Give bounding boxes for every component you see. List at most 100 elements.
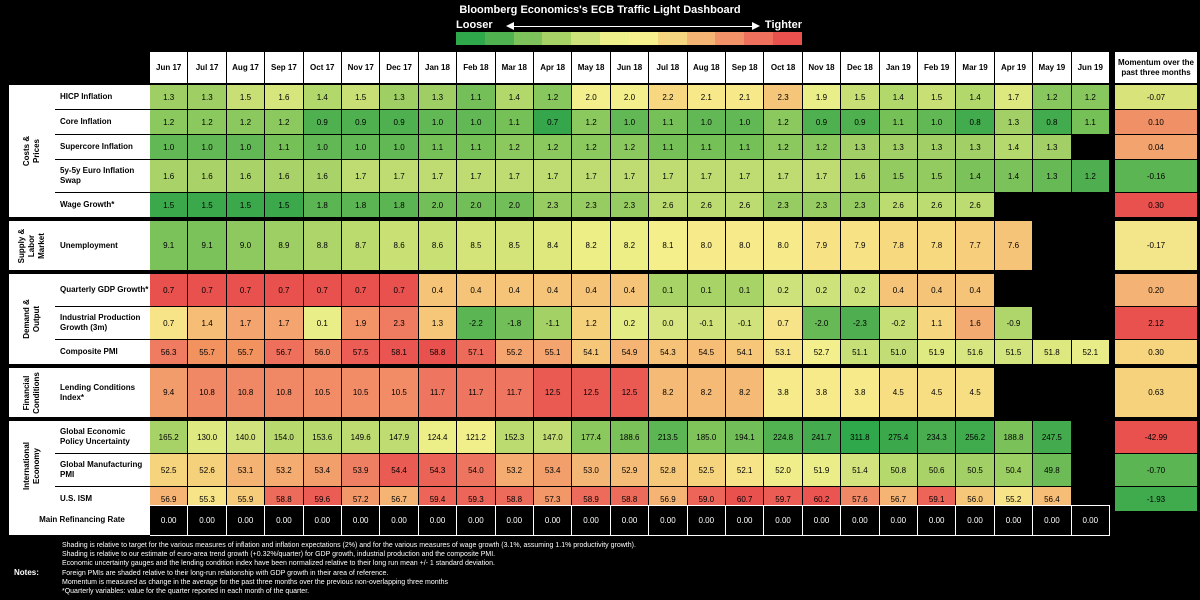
data-cell: -0.1 bbox=[687, 307, 726, 340]
data-cell: 1.5 bbox=[918, 160, 957, 193]
data-cell: 56.0 bbox=[303, 340, 342, 365]
data-cell: 53.1 bbox=[764, 340, 803, 365]
row-label: 5y-5y Euro Inflation Swap bbox=[55, 160, 150, 193]
row-label: Core Inflation bbox=[55, 110, 150, 135]
data-cell: 2.1 bbox=[726, 85, 765, 110]
data-cell: 53.4 bbox=[303, 454, 342, 487]
momentum-cell: 0.30 bbox=[1115, 193, 1197, 218]
data-cell: 8.2 bbox=[572, 221, 611, 271]
column-header: Aug 17 bbox=[226, 52, 266, 83]
data-cell: 0.9 bbox=[841, 110, 880, 135]
momentum-header: Momentum over the past three months bbox=[1115, 52, 1197, 83]
data-cell: 0.4 bbox=[879, 274, 918, 307]
data-cell: 54.1 bbox=[572, 340, 611, 365]
data-cell: 3.8 bbox=[764, 368, 803, 418]
data-cell: 55.7 bbox=[188, 340, 227, 365]
data-cell: 52.6 bbox=[188, 454, 227, 487]
data-cell: 0.7 bbox=[303, 274, 342, 307]
category-label: Supply & Labor Market bbox=[9, 221, 55, 271]
data-cell: 2.3 bbox=[572, 193, 611, 218]
data-cell: 52.9 bbox=[610, 454, 650, 487]
data-cell bbox=[1033, 307, 1072, 340]
data-cell: 10.5 bbox=[303, 368, 342, 418]
legend-swatch bbox=[773, 32, 802, 45]
data-cell: 0.1 bbox=[726, 274, 765, 307]
data-cell: 11.7 bbox=[418, 368, 458, 418]
data-cell: 7.8 bbox=[918, 221, 957, 271]
data-cell: 1.2 bbox=[572, 135, 611, 160]
notes-label: Notes: bbox=[14, 568, 39, 577]
data-cell: 51.0 bbox=[879, 340, 918, 365]
row-label: Industrial Production Growth (3m) bbox=[55, 307, 150, 340]
data-cell: -0.1 bbox=[726, 307, 765, 340]
data-cell: 1.5 bbox=[188, 193, 227, 218]
data-cell: 1.3 bbox=[956, 135, 995, 160]
data-cell: 52.8 bbox=[649, 454, 688, 487]
data-cell: 188.6 bbox=[610, 421, 650, 454]
momentum-cell: -0.17 bbox=[1115, 221, 1197, 271]
category-label-text: Supply & Labor Market bbox=[17, 228, 46, 263]
data-cell: 7.7 bbox=[956, 221, 995, 271]
column-header: Nov 17 bbox=[342, 52, 381, 83]
data-cell: 7.9 bbox=[802, 221, 842, 271]
column-header: Jul 17 bbox=[188, 52, 227, 83]
data-cell: 1.7 bbox=[572, 160, 611, 193]
row-label: Lending Conditions Index* bbox=[55, 368, 150, 418]
note-line: Momentum is measured as change in the av… bbox=[62, 578, 448, 586]
data-cell: 9.1 bbox=[150, 221, 189, 271]
data-cell: 50.6 bbox=[918, 454, 957, 487]
momentum-cell: 2.12 bbox=[1115, 307, 1197, 340]
data-cell: 1.7 bbox=[380, 160, 419, 193]
data-cell: 53.1 bbox=[226, 454, 266, 487]
legend-swatch bbox=[628, 32, 658, 45]
momentum-cell: 0.10 bbox=[1115, 110, 1197, 135]
data-cell: 234.3 bbox=[918, 421, 957, 454]
category-label: International Economy bbox=[9, 421, 55, 512]
column-header: Sep 18 bbox=[726, 52, 765, 83]
legend-swatch bbox=[744, 32, 774, 45]
data-cell: 1.2 bbox=[226, 110, 266, 135]
data-cell: 1.3 bbox=[188, 85, 227, 110]
data-cell: 1.7 bbox=[342, 160, 381, 193]
data-cell: 1.8 bbox=[303, 193, 342, 218]
data-cell: 1.0 bbox=[418, 110, 458, 135]
momentum-cell: -0.07 bbox=[1115, 85, 1197, 110]
data-cell: 1.3 bbox=[994, 110, 1034, 135]
note-line: Foreign PMIs are shaded relative to thei… bbox=[62, 569, 389, 577]
data-cell: 1.6 bbox=[265, 85, 304, 110]
note-line: Economic uncertainty gauges and the lend… bbox=[62, 560, 495, 568]
data-cell: 1.5 bbox=[918, 85, 957, 110]
data-cell bbox=[1071, 421, 1110, 454]
data-cell: 8.0 bbox=[764, 221, 803, 271]
data-cell: 10.5 bbox=[380, 368, 419, 418]
data-cell: 10.5 bbox=[342, 368, 381, 418]
row-label: Global Economic Policy Uncertainty bbox=[55, 421, 150, 454]
column-header: Apr 19 bbox=[994, 52, 1034, 83]
data-cell: 2.3 bbox=[764, 193, 803, 218]
legend-swatch bbox=[484, 32, 514, 45]
data-cell: 1.3 bbox=[380, 85, 419, 110]
data-cell: 0.00 bbox=[764, 505, 803, 536]
data-cell: 53.2 bbox=[265, 454, 304, 487]
legend-swatch bbox=[686, 32, 716, 45]
data-cell: 0.7 bbox=[265, 274, 304, 307]
data-cell: 1.2 bbox=[572, 307, 611, 340]
data-cell: 1.7 bbox=[418, 160, 458, 193]
data-cell: 2.0 bbox=[495, 193, 534, 218]
data-cell: 241.7 bbox=[802, 421, 842, 454]
data-cell: 1.7 bbox=[649, 160, 688, 193]
column-header: Apr 18 bbox=[534, 52, 573, 83]
legend-swatch bbox=[513, 32, 543, 45]
data-cell: 1.4 bbox=[956, 85, 995, 110]
data-cell: 51.5 bbox=[994, 340, 1034, 365]
data-cell: 1.0 bbox=[687, 110, 726, 135]
data-cell: 1.1 bbox=[687, 135, 726, 160]
data-cell: 54.4 bbox=[380, 454, 419, 487]
data-cell: 10.8 bbox=[226, 368, 266, 418]
column-header: Jun 17 bbox=[150, 52, 189, 83]
data-cell: -2.2 bbox=[457, 307, 496, 340]
data-cell: 0.1 bbox=[649, 274, 688, 307]
data-cell: 0.00 bbox=[226, 505, 266, 536]
data-cell bbox=[1033, 221, 1072, 271]
data-cell: 2.3 bbox=[764, 85, 803, 110]
